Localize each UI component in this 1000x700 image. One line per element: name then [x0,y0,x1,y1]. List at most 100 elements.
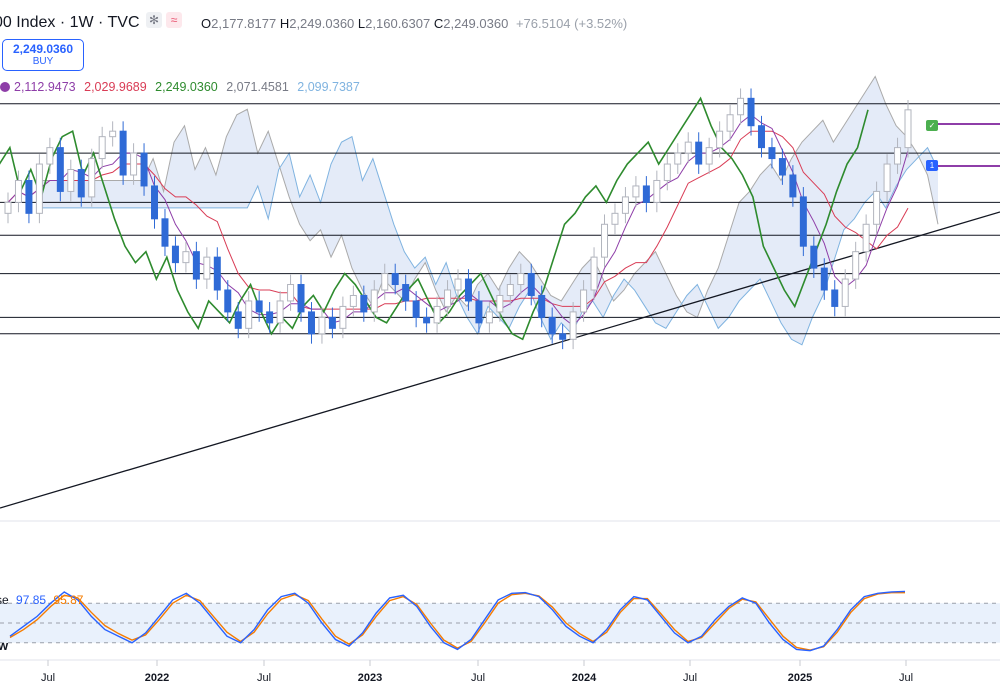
high-value: 2,249.0360 [289,16,355,31]
check-flag-icon[interactable]: ✓ [926,120,938,131]
candle-body [192,251,200,280]
candle-body [873,190,881,225]
stochastic-d-value: 95.87 [53,593,84,607]
x-tick-label: Jul [41,672,55,684]
candle-body [381,273,389,291]
candle-body [496,294,504,313]
candle-body [894,147,902,165]
stochastic-k-line [9,590,906,652]
candle-body [433,305,441,324]
candle-body [559,333,567,340]
candle-body [904,109,912,149]
candle-body [663,163,671,181]
stochastic-d-line [9,591,906,651]
candle-body [109,130,117,138]
candle-body [67,169,75,192]
candle-body [77,169,85,198]
candle-body [464,278,472,302]
candle-body [349,294,357,307]
buy-label: BUY [32,56,54,67]
candle-body [255,300,263,313]
ind-value-span-b: 2,099.7387 [297,80,360,94]
candle-body [140,152,148,187]
candle-body [98,136,106,160]
candle-body [538,294,546,318]
x-tick-label: Jul [471,672,485,684]
stochastic-tag: w [0,638,9,653]
change-value: +76.5104 (+3.52%) [515,16,628,31]
x-tick-label: Jul [257,672,271,684]
wave-icon[interactable]: ≈ [166,12,182,28]
stochastic-k-value: 97.85 [16,593,47,607]
candle-body [88,158,96,198]
candle-body [768,147,776,160]
candle-body [841,278,849,307]
candle-body [402,284,410,302]
ind-value-kijun: 2,029.9689 [84,80,147,94]
ind-value-chikou: 2,249.0360 [155,80,218,94]
header-icons: ✻ ≈ [146,12,182,28]
stochastic-legend: se 97.85 95.87 [0,593,83,607]
candle-body [590,256,598,291]
candle-body [684,141,692,154]
candle-body [360,294,368,313]
buy-price: 2,249.0360 [12,42,74,56]
buy-button[interactable]: 2,249.0360 BUY [2,39,84,71]
candle-body [412,300,420,318]
candle-body [339,305,347,329]
low-key: L [357,16,366,31]
candle-body [831,289,839,307]
candle-body [632,185,640,198]
candle-body [444,289,452,307]
open-value: 2,177.8177 [211,16,277,31]
candle-body [580,289,588,313]
candle-body [307,311,315,335]
candle-body [423,316,431,324]
candle-body [548,316,556,335]
candle-body [527,273,535,296]
candle-body [517,273,525,286]
candle-body [653,179,661,203]
close-key: C [433,16,444,31]
chart-header: 00 Index · 1W · TVC ✻ ≈ O2,177.8177 H2,2… [0,0,1000,40]
candle-body [25,179,33,214]
x-tick-label: 2025 [788,672,812,684]
candle-body [276,300,284,324]
candle-body [642,185,650,203]
candle-body [716,130,724,149]
ichimoku-cloud [38,76,938,345]
candle-body [737,97,745,116]
x-tick-label: 2023 [358,672,382,684]
candle-body [56,147,64,192]
candle-body [810,245,818,269]
candle-body [391,273,399,286]
close-value: 2,249.0360 [443,16,509,31]
candle-body [506,284,514,296]
candle-body [674,152,682,165]
candle-body [161,218,169,247]
high-key: H [279,16,290,31]
candle-body [820,267,828,291]
indicator-settings-icon[interactable] [0,82,10,92]
candle-body [778,158,786,176]
candle-body [726,114,734,132]
candle-body [328,316,336,329]
candle-body [14,179,22,203]
asterisk-icon[interactable]: ✻ [146,12,162,28]
candle-body [182,251,190,264]
candle-body [151,185,159,220]
candle-body [171,245,179,264]
position-flag-icon[interactable]: 1 [926,160,938,171]
candle-body [454,278,462,291]
candle-body [705,147,713,165]
ohlc-readout: O2,177.8177 H2,249.0360 L2,160.6307 C2,2… [201,16,627,31]
candle-body [203,256,211,280]
candle-body [862,223,870,253]
candle-body [475,300,483,324]
symbol-title[interactable]: 00 Index · 1W · TVC [0,14,140,31]
x-tick-label: 2024 [572,672,597,684]
candle-body [234,311,242,329]
candle-body [852,251,860,280]
candle-body [370,289,378,313]
